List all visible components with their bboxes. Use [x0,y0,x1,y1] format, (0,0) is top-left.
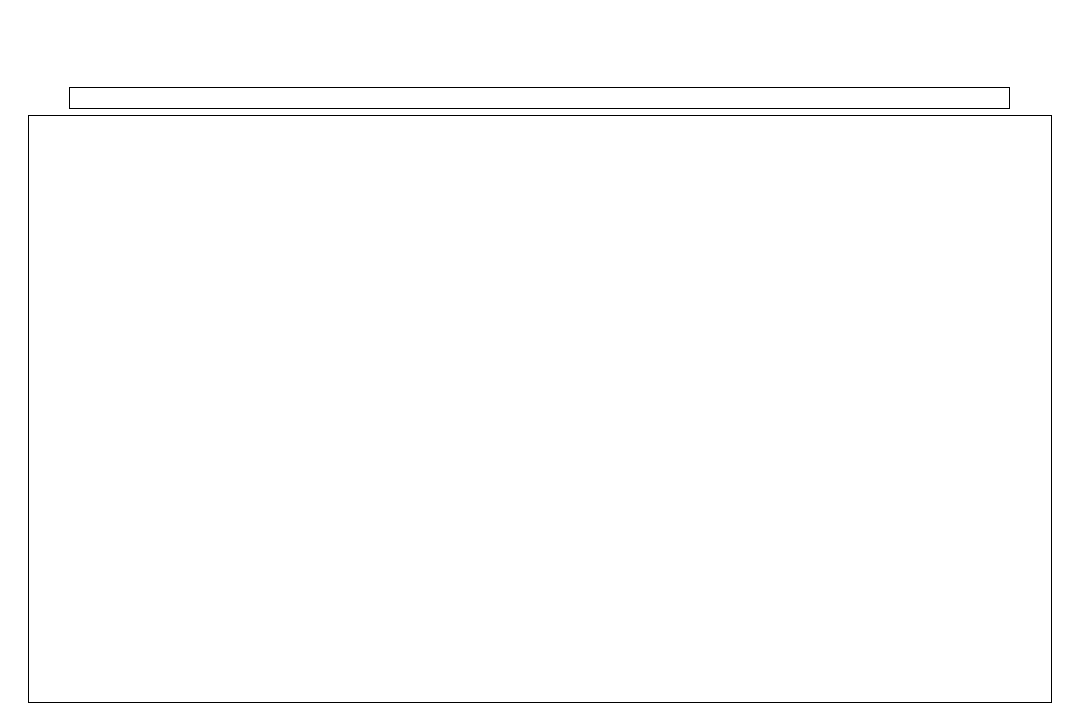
map-canvas [29,116,1051,702]
colorbar-tick-labels [69,66,1010,84]
colorbar [69,87,1010,109]
colorbar-gradient [69,87,1010,109]
map-panel[interactable] [28,115,1052,703]
